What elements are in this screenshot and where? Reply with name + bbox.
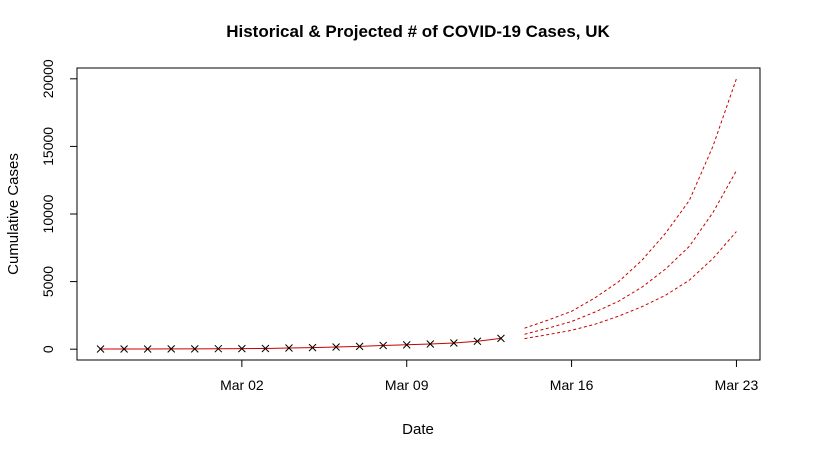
marker-stroke (261, 344, 270, 353)
marker-stroke (379, 341, 388, 350)
marker-stroke (497, 334, 505, 343)
x-tick-label: Mar 02 (220, 377, 264, 393)
x-tick-label: Mar 23 (715, 377, 759, 393)
marker-stroke (426, 340, 435, 348)
y-tick-label: 5000 (40, 266, 56, 297)
data-point-marker (190, 345, 199, 353)
data-point-marker (285, 344, 293, 352)
marker-stroke (238, 344, 246, 353)
marker-stroke (167, 345, 176, 353)
data-point-marker (497, 334, 505, 343)
x-tick-label: Mar 16 (550, 377, 594, 393)
marker-stroke (214, 344, 223, 353)
y-tick-label: 15000 (40, 127, 56, 166)
marker-stroke (143, 345, 152, 353)
y-axis-label: Cumulative Cases (5, 153, 22, 275)
marker-stroke (308, 343, 317, 352)
y-tick-label: 10000 (40, 194, 56, 233)
data-point-marker (379, 341, 388, 350)
data-point-marker (214, 344, 223, 353)
series-2-line (524, 170, 737, 335)
marker-stroke (473, 337, 482, 346)
data-point-marker (332, 343, 340, 351)
data-point-marker (96, 345, 105, 353)
data-point-marker (473, 337, 482, 346)
x-axis: Mar 02 Mar 09 Mar 16 Mar 23 (220, 359, 759, 393)
series-0-line (100, 337, 501, 350)
data-point-marker (308, 343, 317, 352)
chart-title: Historical & Projected # of COVID-19 Cas… (226, 22, 610, 41)
marker-stroke (332, 343, 340, 351)
data-point-marker (167, 345, 176, 353)
x-tick-label: Mar 09 (385, 377, 429, 393)
data-point-marker (261, 344, 270, 353)
marker-stroke (120, 345, 128, 353)
x-axis-label: Date (402, 421, 434, 438)
series-1-line (524, 78, 737, 329)
marker-stroke (285, 344, 293, 352)
marker-stroke (355, 342, 364, 351)
series-3-line (524, 231, 737, 340)
data-point-marker (402, 340, 411, 349)
data-point-marker (426, 340, 435, 348)
y-tick-label: 0 (40, 345, 56, 353)
marker-stroke (402, 340, 411, 349)
y-axis: 0 5000 10000 15000 20000 (40, 59, 78, 353)
series-layer (96, 78, 737, 353)
marker-stroke (96, 345, 105, 353)
data-point-marker (120, 345, 128, 353)
data-point-marker (238, 344, 246, 353)
marker-stroke (190, 345, 199, 353)
data-point-marker (355, 342, 364, 351)
marker-stroke (449, 339, 458, 347)
y-tick-label: 20000 (40, 59, 56, 98)
plot-frame (76, 67, 761, 361)
data-point-marker (449, 339, 458, 347)
data-point-marker (143, 345, 152, 353)
